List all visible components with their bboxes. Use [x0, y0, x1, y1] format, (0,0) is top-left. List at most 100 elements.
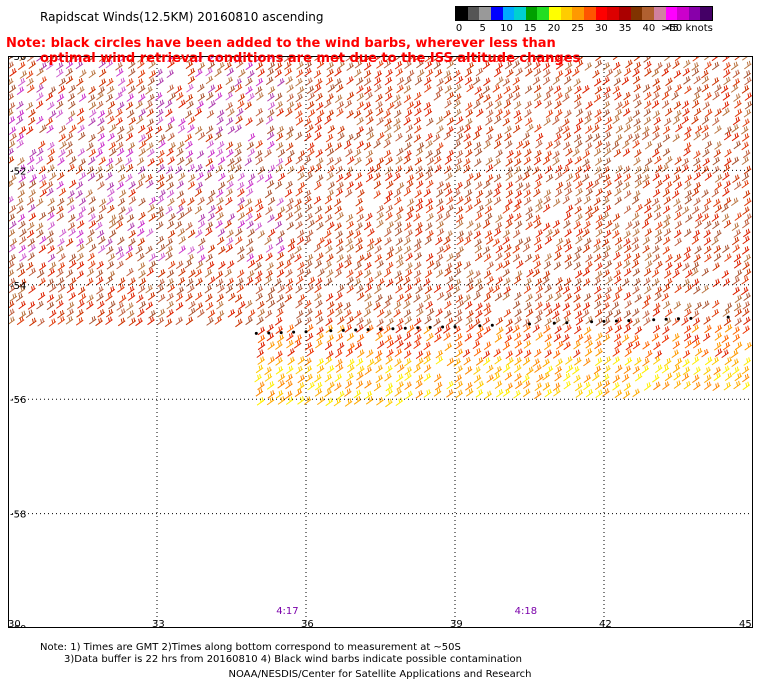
wind-barb	[154, 92, 163, 101]
wind-barb	[443, 236, 451, 246]
wind-barb	[337, 324, 345, 334]
wind-barb	[29, 317, 37, 327]
wind-barb	[126, 302, 134, 311]
wind-barb	[376, 204, 385, 214]
wind-barb	[453, 278, 462, 288]
wind-barb	[694, 220, 703, 229]
wind-barb	[314, 388, 323, 397]
wind-barb	[394, 358, 402, 367]
wind-barb	[475, 302, 483, 312]
wind-barb	[303, 236, 312, 246]
wind-barb	[17, 181, 26, 190]
wind-barb	[326, 253, 334, 263]
contamination-circle	[726, 315, 730, 319]
wind-barb	[712, 165, 720, 175]
wind-barb	[741, 275, 749, 285]
wind-barb	[714, 229, 722, 239]
wind-barb	[313, 195, 322, 205]
wind-barb	[324, 142, 333, 152]
latitude-label: -52	[10, 166, 26, 177]
wind-barb	[145, 126, 154, 135]
wind-barb	[526, 268, 534, 278]
wind-barb	[335, 333, 344, 342]
wind-barb	[505, 140, 513, 149]
wind-barb	[465, 388, 474, 397]
wind-barb	[741, 126, 749, 135]
wind-barb	[188, 269, 196, 279]
wind-barb	[492, 238, 501, 247]
wind-barb	[665, 156, 673, 165]
wind-barb	[741, 156, 750, 166]
wind-barb	[691, 206, 700, 215]
wind-barb	[554, 133, 562, 143]
wind-barb	[305, 253, 314, 263]
wind-barb	[393, 124, 402, 133]
wind-barb	[692, 93, 701, 102]
wind-barb	[314, 163, 323, 173]
wind-barb	[65, 238, 74, 247]
wind-barb	[504, 371, 513, 381]
wind-barb	[29, 174, 37, 183]
wind-barb	[495, 252, 503, 262]
wind-barb	[595, 317, 604, 327]
wind-barb	[68, 179, 77, 189]
wind-barb	[443, 332, 451, 341]
wind-barb	[414, 334, 422, 343]
wind-barb	[396, 206, 404, 215]
wind-barb	[731, 236, 740, 246]
wind-barb	[17, 77, 26, 87]
wind-barb	[454, 333, 463, 342]
wind-barb	[443, 70, 452, 79]
wind-barb	[563, 76, 572, 85]
wind-barb	[364, 390, 373, 400]
wind-barb	[316, 358, 325, 367]
wind-barb	[138, 173, 146, 183]
wind-barb	[165, 245, 174, 255]
wind-barb	[662, 188, 671, 198]
wind-barb	[316, 221, 324, 231]
wind-barb	[28, 204, 36, 213]
wind-barb	[423, 278, 431, 287]
wind-barb	[603, 204, 612, 214]
wind-barb	[555, 181, 564, 191]
wind-barb	[356, 85, 364, 94]
wind-barb	[575, 333, 584, 343]
contamination-circle	[403, 326, 407, 330]
wind-barb	[673, 166, 682, 175]
wind-barb	[177, 211, 186, 221]
wind-barb	[36, 147, 44, 157]
wind-barb	[701, 131, 710, 141]
wind-barb	[744, 213, 752, 222]
wind-barb	[712, 278, 721, 288]
wind-barb	[246, 141, 255, 151]
wind-barb	[274, 69, 283, 78]
wind-barb	[295, 187, 303, 197]
wind-barb	[502, 364, 511, 373]
wind-barb	[18, 164, 26, 173]
wind-barb	[265, 206, 273, 216]
wind-barb	[603, 86, 612, 96]
wind-barb	[723, 180, 732, 190]
wind-barb	[663, 196, 672, 205]
wind-barb	[266, 68, 275, 77]
wind-barb	[433, 92, 442, 101]
wind-barb	[176, 190, 185, 200]
wind-barb	[724, 157, 732, 167]
wind-barb	[146, 267, 154, 277]
wind-barb	[138, 148, 146, 157]
wind-barb	[393, 172, 401, 182]
wind-barb	[683, 380, 692, 390]
wind-barb	[404, 381, 412, 391]
wind-barb	[682, 358, 690, 368]
wind-speed-legend: 0 5 10 15 20 25 30 35 40 45 >50 knots	[455, 6, 713, 37]
wind-barb	[97, 132, 106, 142]
wind-barb	[464, 333, 473, 342]
wind-barb	[473, 100, 481, 110]
wind-barb	[525, 206, 533, 216]
wind-barb	[504, 334, 513, 344]
wind-barb	[105, 157, 114, 167]
wind-barb	[691, 261, 700, 271]
wind-barb	[386, 180, 394, 190]
wind-barb	[108, 229, 117, 239]
wind-barb	[276, 251, 285, 261]
